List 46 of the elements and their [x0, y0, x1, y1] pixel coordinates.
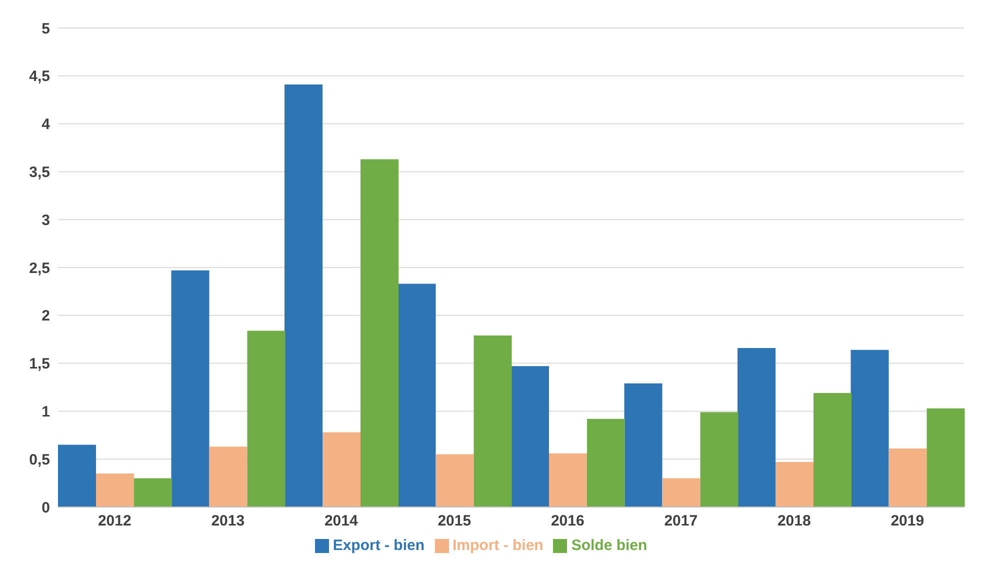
bar	[776, 462, 814, 507]
y-tick-label: 1	[42, 404, 50, 421]
legend-label: Import - bien	[452, 537, 544, 554]
y-tick-label: 2,5	[29, 260, 50, 277]
bar	[511, 366, 549, 507]
x-tick-label: 2019	[890, 512, 924, 530]
bar	[587, 418, 625, 507]
x-tick-label: 2017	[664, 512, 698, 530]
bar	[58, 444, 96, 507]
bar	[474, 336, 512, 507]
bar	[134, 478, 172, 507]
bar	[322, 432, 360, 507]
y-tick-label: 4,5	[29, 68, 50, 86]
bar	[209, 446, 248, 507]
y-tick-label: 1,5	[29, 356, 50, 373]
y-tick-label: 2	[42, 308, 50, 325]
x-tick-label: 2015	[438, 512, 472, 530]
bar	[398, 284, 436, 507]
y-tick-label: 3	[42, 212, 50, 229]
bar	[247, 330, 286, 507]
x-tick-label: 2014	[324, 512, 358, 530]
x-tick-label: 2012	[98, 512, 132, 530]
bar	[436, 454, 474, 507]
bar	[171, 270, 210, 507]
bar	[700, 412, 738, 507]
bar	[814, 393, 852, 507]
y-tick-label: 3,5	[29, 164, 50, 182]
bar	[96, 473, 134, 507]
y-tick-label: 4	[42, 116, 51, 134]
x-tick-label: 2016	[550, 512, 584, 530]
bar	[360, 159, 398, 507]
bar	[926, 408, 965, 507]
y-tick-label: 5	[42, 20, 50, 38]
legend-label: Solde bien	[571, 537, 648, 554]
bar	[549, 453, 587, 507]
bar	[738, 348, 776, 507]
bar	[662, 478, 700, 507]
legend-label: Export - bien	[332, 537, 424, 554]
y-tick-label: 0	[42, 499, 50, 516]
bar	[888, 448, 927, 507]
x-tick-label: 2018	[777, 512, 811, 530]
bar	[624, 383, 662, 507]
x-tick-label: 2013	[211, 512, 245, 530]
y-tick-label: 0,5	[29, 451, 50, 468]
bar	[284, 84, 322, 507]
bar	[850, 350, 889, 507]
